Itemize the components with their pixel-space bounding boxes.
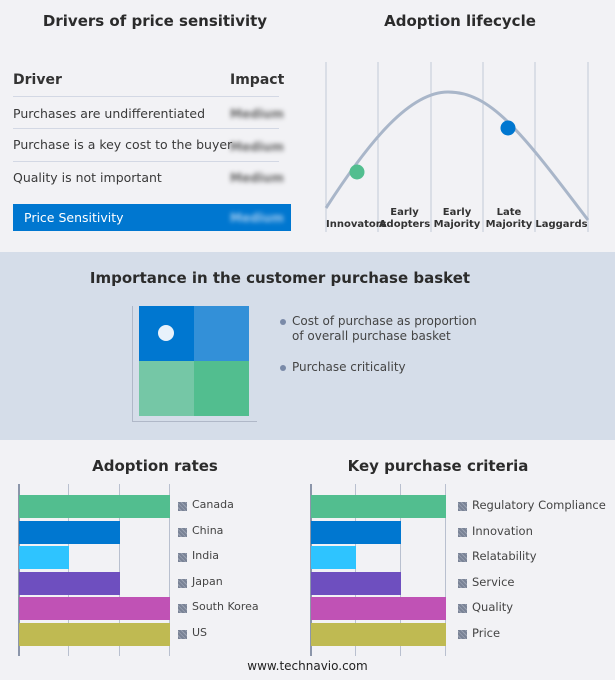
legend-swatch-icon xyxy=(458,579,467,588)
bar-5 xyxy=(311,623,446,646)
legend-criticality: Purchase criticality xyxy=(292,360,406,374)
impact-value: Medium xyxy=(230,140,284,154)
legend-swatch-icon xyxy=(178,553,187,562)
basket-section: Importance in the customer purchase bask… xyxy=(0,252,615,440)
legend-swatch-icon xyxy=(178,604,187,613)
bullet-icon xyxy=(280,365,286,371)
legend-swatch-icon xyxy=(458,553,467,562)
quadrant-bottom-right xyxy=(194,361,249,416)
stage-late-majority: Late Majority xyxy=(483,207,535,231)
bar-3 xyxy=(19,572,120,595)
stage-label: Late xyxy=(496,207,522,218)
stage-label: Majority xyxy=(485,219,533,230)
grid-line xyxy=(68,484,70,656)
drivers-title: Drivers of price sensitivity xyxy=(42,12,268,30)
axis-line xyxy=(310,484,312,656)
adoption-rates-title: Adoption rates xyxy=(92,457,218,475)
kpc-title: Key purchase criteria xyxy=(347,457,529,475)
innovators-marker xyxy=(349,164,365,180)
quadrant-bottom-left xyxy=(139,361,194,416)
legend-swatch-icon xyxy=(178,630,187,639)
legend-label: Regulatory Compliance xyxy=(472,498,606,512)
stage-innovators: Innovators xyxy=(326,219,387,231)
bar-2 xyxy=(311,546,356,569)
legend-cost: Cost of purchase as proportion of overal… xyxy=(292,314,477,343)
legend-label: Service xyxy=(472,575,515,589)
quadrant-top-left xyxy=(139,306,194,361)
lifecycle-title: Adoption lifecycle xyxy=(384,12,536,30)
driver-row: Quality is not important xyxy=(13,170,162,185)
driver-row: Purchases are undifferentiated xyxy=(13,106,206,121)
grid-line xyxy=(169,484,170,656)
legend-swatch-icon xyxy=(458,630,467,639)
stage-label: Majority xyxy=(433,219,481,230)
impact-value: Medium xyxy=(230,171,284,185)
summary-impact: Medium xyxy=(230,211,284,225)
basket-title: Importance in the customer purchase bask… xyxy=(89,269,471,287)
axis-line xyxy=(18,484,20,656)
bar-0 xyxy=(311,495,446,518)
legend-label: South Korea xyxy=(192,600,259,613)
stage-label: Early xyxy=(442,207,472,218)
stage-early-adopters: Early Adopters xyxy=(378,207,431,231)
bar-4 xyxy=(311,597,446,620)
bar-1 xyxy=(311,521,401,544)
bar-3 xyxy=(311,572,401,595)
price-sensitivity-row: Price Sensitivity Medium xyxy=(13,204,291,231)
legend-label: Quality xyxy=(472,600,514,614)
stage-label: Laggards xyxy=(535,219,588,230)
legend-label: Innovation xyxy=(472,524,533,538)
stage-laggards: Laggards xyxy=(535,219,588,231)
divider xyxy=(13,161,279,162)
legend-swatch-icon xyxy=(178,528,187,537)
legend-label: Japan xyxy=(192,575,223,588)
quadrant-top-right xyxy=(194,306,249,361)
legend-label: US xyxy=(192,626,208,639)
legend-swatch-icon xyxy=(178,502,187,511)
bar-2 xyxy=(19,546,70,569)
legend-label: China xyxy=(192,524,224,537)
late-majority-marker xyxy=(500,120,516,136)
bullet-icon xyxy=(280,319,286,325)
driver-row: Purchase is a key cost to the buyer xyxy=(13,137,233,152)
driver-header: Driver xyxy=(13,72,62,88)
bar-0 xyxy=(19,495,170,518)
divider xyxy=(13,96,279,97)
impact-value: Medium xyxy=(230,107,284,121)
impact-header: Impact xyxy=(230,72,285,88)
legend-label: India xyxy=(192,549,219,562)
legend-swatch-icon xyxy=(458,604,467,613)
footer-url: www.technavio.com xyxy=(247,659,368,673)
divider xyxy=(13,128,279,129)
lifecycle-chart xyxy=(324,62,590,232)
legend-swatch-icon xyxy=(178,579,187,588)
stage-early-majority: Early Majority xyxy=(431,207,483,231)
legend-label: Price xyxy=(472,626,501,640)
grid-line xyxy=(355,484,356,656)
grid-line xyxy=(445,484,446,656)
bar-5 xyxy=(19,623,170,646)
adoption-curve xyxy=(324,90,590,221)
summary-label: Price Sensitivity xyxy=(24,210,124,225)
legend-swatch-icon xyxy=(458,502,467,511)
x-axis xyxy=(132,421,257,422)
legend-swatch-icon xyxy=(458,528,467,537)
stage-label: Innovators xyxy=(326,219,387,230)
stage-label: Adopters xyxy=(378,219,431,230)
legend-label: Relatability xyxy=(472,549,537,563)
bar-1 xyxy=(19,521,120,544)
stage-label: Early xyxy=(390,207,419,218)
bar-4 xyxy=(19,597,170,620)
y-axis xyxy=(132,306,133,421)
position-marker xyxy=(158,325,174,341)
grid-line xyxy=(118,484,120,656)
grid-line xyxy=(400,484,401,656)
legend-label: Canada xyxy=(192,498,234,511)
